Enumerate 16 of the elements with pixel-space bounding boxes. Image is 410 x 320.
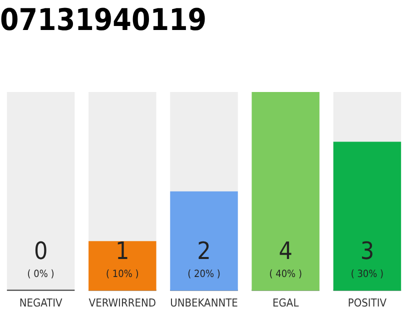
annotation: ( 40% ): [269, 268, 302, 280]
data-label: 1: [116, 236, 130, 265]
x-tick-label: POSITIV: [348, 296, 387, 310]
annotation: ( 0% ): [27, 268, 54, 280]
annotation: ( 30% ): [350, 268, 384, 280]
x-tick-label: EGAL: [272, 296, 300, 310]
annotation: ( 20% ): [188, 268, 220, 280]
data-label: 4: [278, 236, 292, 265]
data-label: 2: [197, 236, 211, 265]
x-tick-label: VERWIRREND: [88, 296, 156, 310]
data-label: 3: [360, 236, 374, 265]
x-tick-label: UNBEKANNTE: [170, 296, 238, 310]
x-tick-label: NEGATIV: [19, 296, 63, 310]
data-label: 0: [34, 236, 48, 265]
chart-title: 07131940119: [0, 2, 207, 38]
annotation: ( 10% ): [106, 268, 139, 280]
